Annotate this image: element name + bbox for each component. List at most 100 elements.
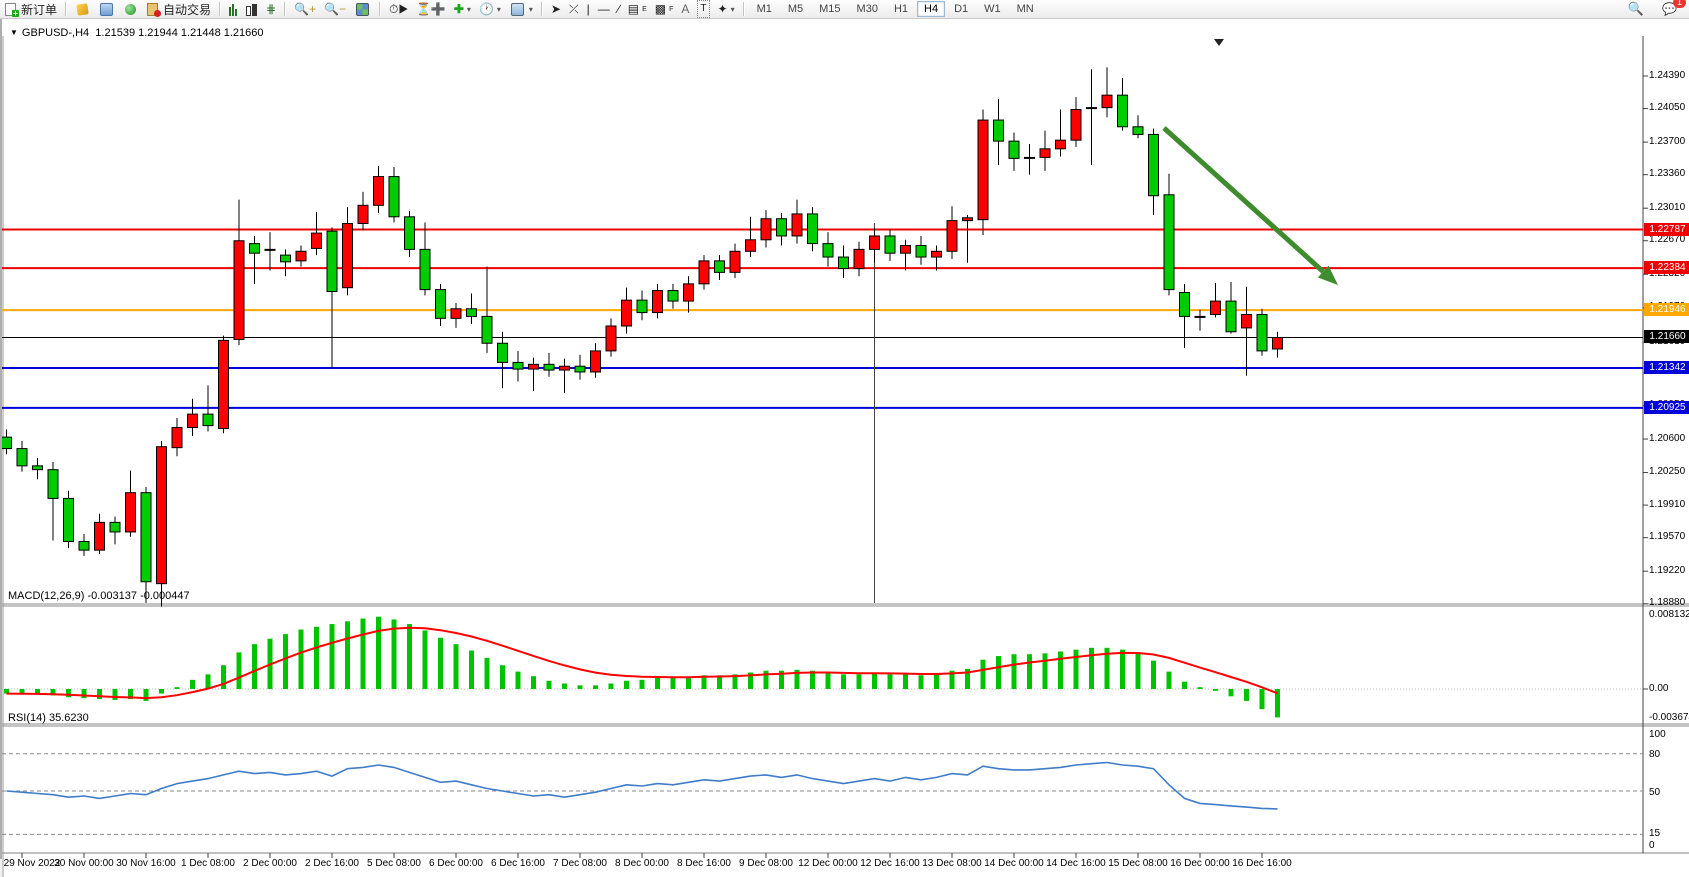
macd-histogram-bar — [732, 674, 738, 689]
macd-histogram-bar — [4, 689, 9, 694]
candle-body — [373, 176, 384, 206]
macd-histogram-bar — [515, 671, 521, 689]
toolbar-separator — [742, 2, 745, 16]
timeframe-button-mn[interactable]: MN — [1016, 3, 1034, 15]
tile-windows-button[interactable] — [350, 1, 375, 18]
timeframe-button-m30[interactable]: M30 — [856, 3, 878, 15]
label-tool-button[interactable]: T — [693, 0, 713, 18]
candle-body — [47, 469, 59, 499]
candle-body — [807, 213, 818, 245]
signals-button[interactable] — [119, 1, 142, 18]
macd-histogram-bar — [996, 656, 1001, 689]
macd-histogram-bar — [1120, 649, 1125, 689]
cursor-tool-button[interactable]: ➤ — [547, 1, 565, 18]
text-tool-icon: A — [681, 2, 690, 16]
price-tick-label: 1.22670 — [1649, 234, 1686, 245]
macd-histogram-bar — [500, 665, 505, 689]
ohlc-readout: 1.21539 1.21944 1.21448 1.21660 — [95, 27, 264, 39]
candle-body — [977, 119, 989, 221]
arrows-tool-button[interactable]: ✦ ▾ — [714, 1, 739, 18]
candle-body — [760, 218, 772, 241]
macd-histogram-bar — [639, 679, 645, 689]
macd-histogram-bar — [484, 657, 490, 689]
auto-trading-label: 自动交易 — [163, 2, 212, 17]
search-button[interactable]: 🔍 — [1624, 1, 1648, 18]
crosshair-tool-button[interactable]: ⤫ — [565, 1, 583, 18]
text-tool-button[interactable]: A — [677, 1, 693, 18]
zoom-out-icon: 🔍− — [324, 2, 346, 16]
candle-body — [993, 119, 1004, 142]
candle-body — [853, 248, 865, 270]
zoom-in-button[interactable]: 🔍+ — [290, 1, 320, 18]
macd-histogram-bar — [159, 689, 164, 694]
channel-icon: ▤ — [627, 2, 640, 16]
search-icon: 🔍 — [1627, 1, 1645, 16]
new-order-button[interactable]: + 新订单 — [0, 1, 61, 18]
macd-histogram-bar — [546, 680, 552, 689]
timeframe-button-h4[interactable]: H4 — [917, 1, 946, 17]
time-axis-label: 6 Dec 00:00 — [429, 858, 483, 869]
auto-scroll-button[interactable]: ⏱▶ — [385, 1, 412, 18]
symbol-dropdown-icon[interactable]: ▼ — [10, 28, 18, 37]
indicators-button[interactable]: ✚ ▾ — [450, 1, 475, 18]
macd-histogram-bar — [1213, 689, 1218, 691]
price-tick-label: 1.24050 — [1649, 102, 1686, 113]
templates-icon — [510, 2, 524, 16]
candle-body — [156, 446, 167, 585]
chart-window[interactable]: ▼ GBPUSD-,H4 1.21539 1.21944 1.21448 1.21… — [0, 18, 1689, 877]
macd-histogram-bar — [1228, 689, 1234, 697]
line-chart-button[interactable]: ⋕ — [262, 1, 280, 18]
market-watch-button[interactable] — [94, 1, 119, 18]
macd-histogram-bar — [66, 689, 71, 698]
notifications-button[interactable]: 💬 1 — [1658, 0, 1686, 18]
candle-body — [1008, 140, 1020, 159]
styler-button[interactable] — [71, 1, 94, 18]
dropdown-caret: ▾ — [528, 4, 533, 14]
timeframe-button-m15[interactable]: M15 — [819, 3, 841, 15]
candle-body — [714, 260, 725, 273]
candle-body — [621, 299, 632, 327]
candle-body — [1148, 133, 1159, 197]
candle-body — [233, 240, 245, 340]
arrows-tool-icon: ✦ — [717, 2, 728, 16]
candle-body — [140, 492, 152, 583]
time-axis-label: 12 Dec 16:00 — [860, 858, 920, 869]
candle-body — [1225, 300, 1237, 333]
fibonacci-tool-button[interactable]: ▩ F — [651, 1, 678, 18]
rsi-scale-label: 0 — [1649, 840, 1655, 851]
bar-chart-button[interactable] — [225, 1, 242, 18]
candle-body — [16, 448, 28, 467]
timeframe-button-d1[interactable]: D1 — [954, 3, 969, 15]
timeframe-button-w1[interactable]: W1 — [984, 3, 1001, 15]
candle-body — [326, 230, 338, 293]
hline-tool-button[interactable]: — — [594, 1, 614, 18]
price-tick-label: 1.20250 — [1649, 466, 1686, 477]
macd-histogram-bar — [438, 637, 443, 689]
candle-body — [683, 283, 694, 302]
templates-button[interactable]: ▾ — [505, 1, 537, 18]
time-axis-label: 8 Dec 00:00 — [615, 858, 669, 869]
chart-canvas[interactable] — [2, 18, 1689, 877]
macd-histogram-bar — [624, 680, 629, 689]
auto-trading-button[interactable]: 自动交易 — [142, 1, 215, 18]
candle-body — [791, 213, 803, 237]
candle-body — [512, 361, 524, 370]
periods-button[interactable]: 🕐 ▾ — [475, 1, 505, 18]
candle-body — [32, 465, 43, 471]
macd-histogram-bar — [298, 629, 304, 689]
chart-shift-button[interactable]: ⏳➕ — [412, 1, 450, 18]
trendline-tool-button[interactable]: ∕ — [614, 1, 624, 18]
timeframe-button-m1[interactable]: M1 — [756, 3, 772, 15]
macd-histogram-bar — [887, 674, 893, 689]
price-tick-label: 1.23700 — [1649, 136, 1686, 147]
channel-tool-button[interactable]: ▤ E — [624, 1, 651, 18]
macd-histogram-bar — [1151, 660, 1156, 689]
candle-body — [528, 363, 539, 370]
timeframe-button-m5[interactable]: M5 — [787, 3, 804, 15]
main-toolbar: + 新订单 自动交易 ⋕ 🔍+ 🔍− ⏱▶ ⏳➕ ✚ ▾ 🕐 ▾ ▾ ➤ ⤫ | — [0, 0, 1689, 19]
zoom-out-button[interactable]: 🔍− — [320, 1, 350, 18]
macd-histogram-bar — [35, 689, 40, 695]
timeframe-button-h1[interactable]: H1 — [893, 3, 909, 15]
candle-chart-button[interactable] — [242, 1, 262, 18]
vline-tool-button[interactable]: | — [583, 1, 594, 18]
